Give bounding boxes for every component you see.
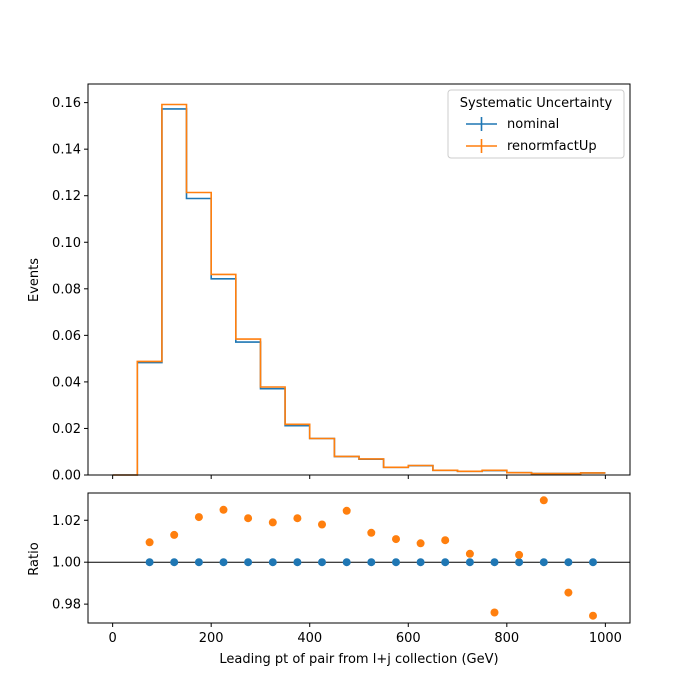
ratio-point-nominal [342,558,351,567]
ratio-point-nominal [268,558,277,567]
top-y-tick-label: 0.02 [52,422,81,437]
top-y-tick-label: 0.06 [52,329,81,344]
ratio-point-renormfactup [219,505,228,514]
ratio-point-renormfactup [441,536,450,545]
top-y-tick-label: 0.00 [52,469,81,484]
top-y-tick-label: 0.04 [52,375,81,390]
ratio-point-nominal [194,558,203,567]
ratio-point-renormfactup [539,496,548,505]
legend-label-renormfactup: renormfactUp [507,139,597,154]
ratio-point-renormfactup [589,611,597,620]
legend-title: Systematic Uncertainty [460,96,613,111]
ratio-y-tick-label: 0.98 [52,598,81,613]
ratio-point-renormfactup [416,539,425,548]
top-x-ticks [112,475,606,479]
top-y-tick-label: 0.12 [52,189,81,204]
legend-item-renormfactup: renormfactUp [466,139,597,154]
ratio-point-nominal [145,558,154,567]
ratio-point-nominal [589,558,597,567]
top-panel: 0.00 0.02 0.04 0.06 0.08 0.10 0.12 0.14 0.16 Eve… [27,83,631,484]
ratio-point-nominal [293,558,302,567]
x-axis-label: Leading pt of pair from l+j collection (… [219,652,498,667]
ratio-y-tick-label: 1.00 [52,556,81,571]
x-ticks: 0 200 400 600 800 1000 [108,623,622,646]
ratio-y-tick-label: 1.02 [52,514,81,529]
ratio-point-renormfactup [244,514,253,523]
legend: Systematic Uncertainty nominal renormfac… [447,89,625,159]
x-tick-label: 800 [494,631,519,646]
ratio-series-renormfactup [145,496,597,620]
ratio-y-ticks: 0.98 1.00 1.02 [52,514,88,613]
ratio-point-nominal [318,558,326,567]
ratio-point-nominal [170,558,179,567]
ratio-point-renormfactup [342,506,351,515]
top-y-tick-label: 0.16 [52,96,81,111]
top-y-axis-label: Events [27,258,42,302]
x-tick-label: 200 [199,631,224,646]
top-y-tick-label: 0.14 [52,143,81,158]
ratio-points [145,496,597,620]
ratio-point-nominal [515,558,524,567]
ratio-point-nominal [416,558,425,567]
legend-box [447,89,625,159]
histogram-renormfactup [112,103,606,476]
top-y-tick-label: 0.10 [52,236,81,251]
top-y-ticks: 0.00 0.02 0.04 0.06 0.08 0.10 0.12 0.14 0.16 [52,96,88,484]
ratio-point-nominal [367,558,376,567]
x-tick-label: 400 [297,631,322,646]
x-tick-label: 1000 [589,631,622,646]
ratio-point-nominal [219,558,228,567]
ratio-point-renormfactup [367,528,376,537]
ratio-point-renormfactup [490,608,499,617]
histogram-step-renormfactup [112,103,606,476]
ratio-point-nominal [539,558,548,567]
ratio-point-renormfactup [465,549,474,558]
ratio-point-renormfactup [293,514,302,523]
ratio-plot-frame [87,492,631,624]
top-y-tick-label: 0.08 [52,282,81,297]
ratio-panel: 0 200 400 600 800 1000 0.98 1.00 1.02 Ratio Lea… [27,492,631,667]
legend-item-nominal: nominal [466,117,559,132]
ratio-point-renormfactup [392,535,400,544]
ratio-series-nominal [145,558,597,567]
ratio-point-nominal [564,558,573,567]
legend-swatch-nominal [466,117,497,131]
legend-swatch-renormfactup [466,139,497,153]
x-tick-label: 0 [108,631,116,646]
ratio-point-nominal [490,558,499,567]
ratio-point-renormfactup [194,513,203,522]
legend-label-nominal: nominal [507,117,559,132]
top-histogram-series [112,103,606,476]
x-tick-label: 600 [396,631,421,646]
ratio-point-renormfactup [318,520,326,529]
ratio-point-renormfactup [170,530,179,539]
ratio-point-nominal [465,558,474,567]
ratio-point-renormfactup [268,518,277,527]
ratio-y-axis-label: Ratio [27,542,42,575]
ratio-point-nominal [244,558,253,567]
ratio-point-renormfactup [145,538,154,547]
ratio-point-nominal [441,558,450,567]
ratio-point-nominal [392,558,400,567]
top-plot-frame [87,83,631,476]
ratio-point-renormfactup [564,588,573,597]
ratio-point-renormfactup [515,550,524,559]
